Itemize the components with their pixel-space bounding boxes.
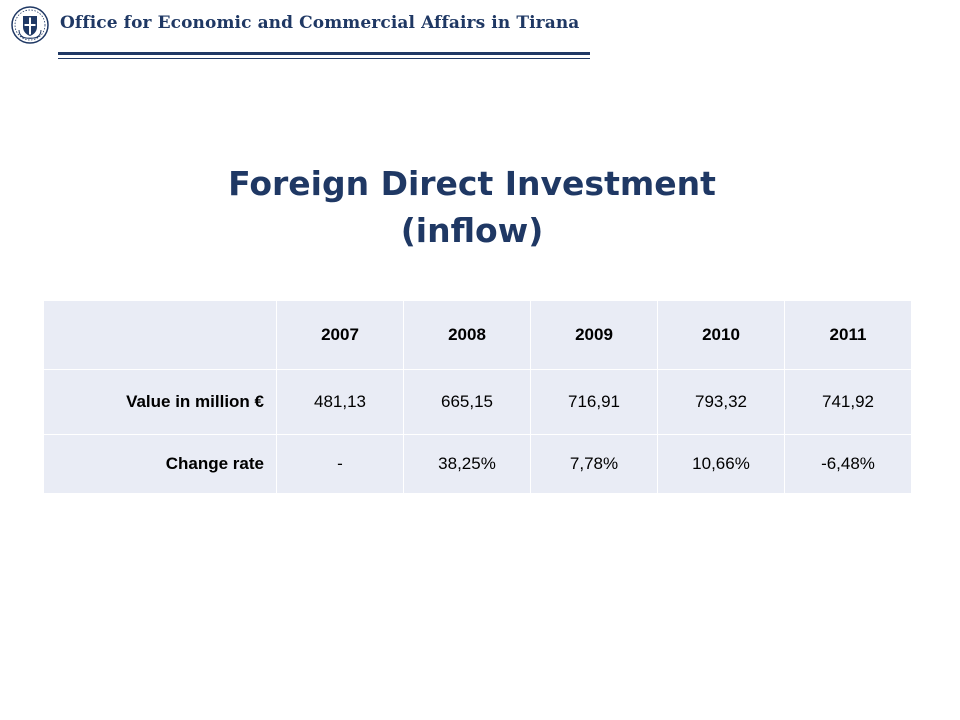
header: Office for Economic and Commercial Affai… — [8, 4, 592, 44]
table-cell: 38,25% — [403, 434, 531, 494]
table-header-cell: 2010 — [657, 300, 785, 370]
header-rule-thick — [58, 52, 590, 55]
table-cell: -6,48% — [784, 434, 912, 494]
table-cell: 665,15 — [403, 369, 531, 435]
table-header-corner — [42, 300, 277, 370]
table-header-cell: 2011 — [784, 300, 912, 370]
page-title: Foreign Direct Investment (inflow) — [0, 160, 944, 254]
table-header-row: 2007 2008 2009 2010 2011 — [42, 300, 912, 370]
table-header-cell: 2008 — [403, 300, 531, 370]
table-cell: 10,66% — [657, 434, 785, 494]
table-cell: - — [276, 434, 404, 494]
table-cell: 481,13 — [276, 369, 404, 435]
table-cell: 716,91 — [530, 369, 658, 435]
table-row-label: Value in million € — [42, 369, 277, 435]
fdi-table: 2007 2008 2009 2010 2011 Value in millio… — [42, 300, 912, 494]
header-rule-thin — [58, 58, 590, 59]
table-header-cell: 2007 — [276, 300, 404, 370]
table-row: Change rate - 38,25% 7,78% 10,66% -6,48% — [42, 434, 912, 494]
table-header-cell: 2009 — [530, 300, 658, 370]
header-title: Office for Economic and Commercial Affai… — [60, 13, 580, 33]
greek-coat-of-arms-icon — [11, 6, 49, 44]
table-row-label: Change rate — [42, 434, 277, 494]
table-cell: 741,92 — [784, 369, 912, 435]
table-row: Value in million € 481,13 665,15 716,91 … — [42, 369, 912, 435]
table-cell: 7,78% — [530, 434, 658, 494]
page-title-line1: Foreign Direct Investment — [228, 164, 716, 203]
page-title-line2: (inflow) — [400, 211, 544, 250]
table-cell: 793,32 — [657, 369, 785, 435]
